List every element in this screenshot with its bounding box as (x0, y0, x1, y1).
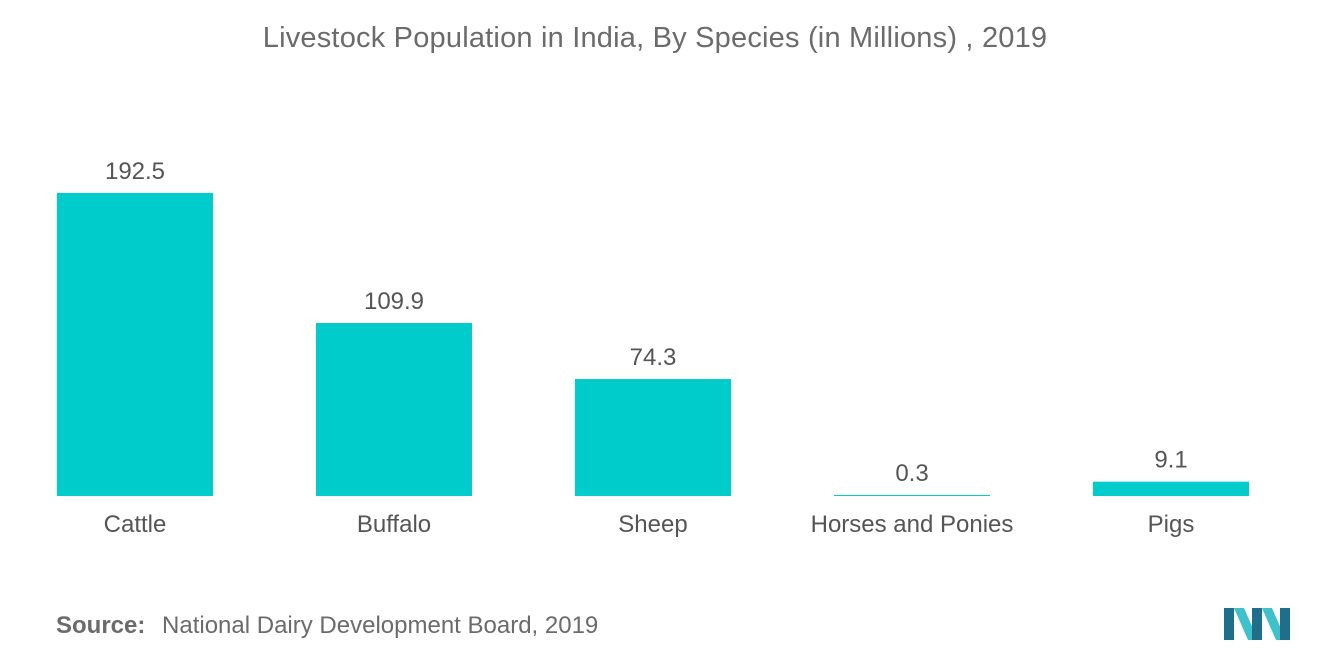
value-label: 192.5 (105, 158, 165, 185)
bar-buffalo (316, 323, 472, 496)
logo-left-stroke (1224, 608, 1234, 640)
value-labels-group: 192.5 109.9 74.3 0.3 9.1 (105, 158, 1188, 487)
logo-right-stroke (1280, 608, 1290, 640)
bar-sheep (575, 379, 731, 496)
source-label: Source: (56, 612, 146, 639)
category-label: Sheep (618, 511, 687, 538)
source-text: National Dairy Development Board, 2019 (162, 612, 599, 639)
source-note: Source: National Dairy Development Board… (56, 612, 598, 640)
bar-chart: 192.5 109.9 74.3 0.3 9.1 Cattle Buffalo Sheep H… (57, 158, 1249, 538)
bar-horses-and-ponies (834, 495, 990, 496)
brand-logo-icon (1224, 608, 1290, 640)
value-label: 0.3 (895, 460, 928, 487)
bar-cattle (57, 193, 213, 496)
category-label: Buffalo (357, 511, 431, 538)
logo-middle-stroke (1252, 608, 1262, 640)
category-labels-group: Cattle Buffalo Sheep Horses and Ponies Pigs (104, 511, 1195, 538)
value-label: 74.3 (630, 344, 677, 371)
value-label: 9.1 (1154, 447, 1187, 474)
chart-title: Livestock Population in India, By Specie… (262, 22, 1048, 54)
bars-group (57, 193, 1249, 496)
category-label: Pigs (1148, 511, 1195, 538)
category-label: Cattle (104, 511, 167, 538)
value-label: 109.9 (364, 288, 424, 315)
bar-pigs (1093, 481, 1249, 496)
category-label: Horses and Ponies (811, 511, 1014, 538)
